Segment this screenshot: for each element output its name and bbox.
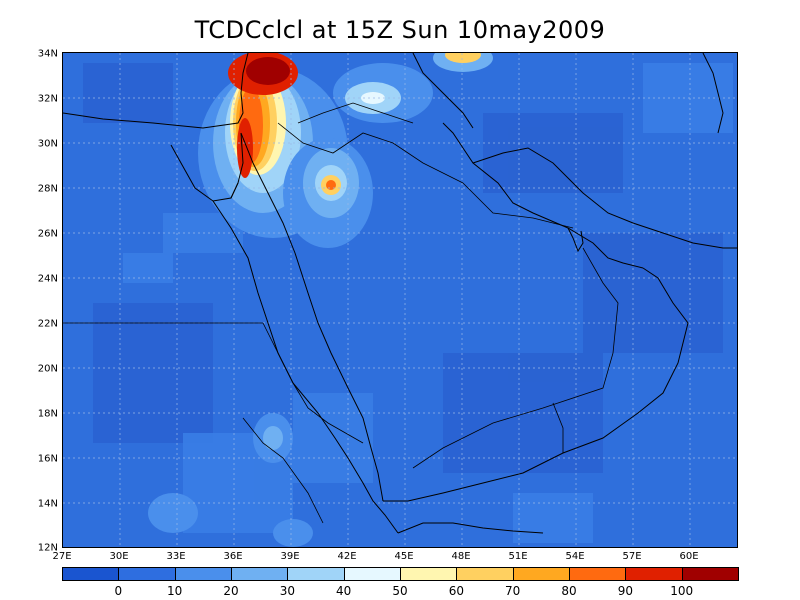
y-axis-label-22n: 22N [37,318,58,330]
colorbar-segment [569,567,627,581]
cloud-blob-south [148,413,313,547]
colorbar-segment [118,567,176,581]
colorbar-segment [287,567,345,581]
colorbar-segment [681,567,739,581]
x-axis-label-33e: 33E [166,551,186,562]
x-axis-label-30e: 30E [109,551,129,562]
colorbar-label: 100 [670,584,694,598]
x-axis-label-45e: 45E [394,551,414,562]
y-axis-label-26n: 26N [37,228,58,240]
y-axis-label-24n: 24N [37,273,58,285]
x-axis-label-36e: 36E [223,551,243,562]
y-axis-label-20n: 20N [37,363,58,375]
x-axis-label-60e: 60E [679,551,699,562]
y-axis-label-28n: 28N [37,183,58,195]
x-axis-label-39e: 39E [280,551,300,562]
colorbar-label: 90 [617,584,633,598]
y-axis-label-18n: 18N [37,408,58,420]
y-axis-label-30n: 30N [37,138,58,150]
x-axis-label-48e: 48E [451,551,471,562]
colorbar-label: 80 [561,584,577,598]
x-axis-label-51e: 51E [508,551,528,562]
x-axis-label-54e: 54E [565,551,585,562]
colorbar-segment [625,567,683,581]
x-axis-label-42e: 42E [337,551,357,562]
map-plot [62,52,738,548]
colorbar-segment [456,567,514,581]
colorbar-label: 30 [279,584,295,598]
colorbar-label: 40 [336,584,352,598]
colorbar-label: 0 [114,584,123,598]
colorbar-segment [512,567,570,581]
page-title: TCDCclcl at 15Z Sun 10may2009 [194,16,606,44]
x-axis-label-27e: 27E [52,551,72,562]
colorbar-segment [400,567,458,581]
colorbar-label: 60 [448,584,464,598]
x-axis-label-57e: 57E [622,551,642,562]
colorbar-segment [343,567,401,581]
coastlines [63,53,737,534]
colorbar-label: 10 [167,584,183,598]
y-axis-label-12n: 12N [37,542,58,554]
y-axis-label-34n: 34N [37,48,58,60]
y-axis-label-32n: 32N [37,93,58,105]
country-borders [63,102,619,524]
colorbar-segment [62,567,120,581]
colorbar-label: 70 [505,584,521,598]
y-axis-label-14n: 14N [37,498,58,510]
colorbar-segment [231,567,289,581]
colorbar [62,567,739,581]
y-axis-label-16n: 16N [37,453,58,465]
colorbar-segment [174,567,232,581]
cloud-blob-central [283,138,373,248]
colorbar-label: 20 [223,584,239,598]
colorbar-label: 50 [392,584,408,598]
map-canvas [63,53,737,547]
